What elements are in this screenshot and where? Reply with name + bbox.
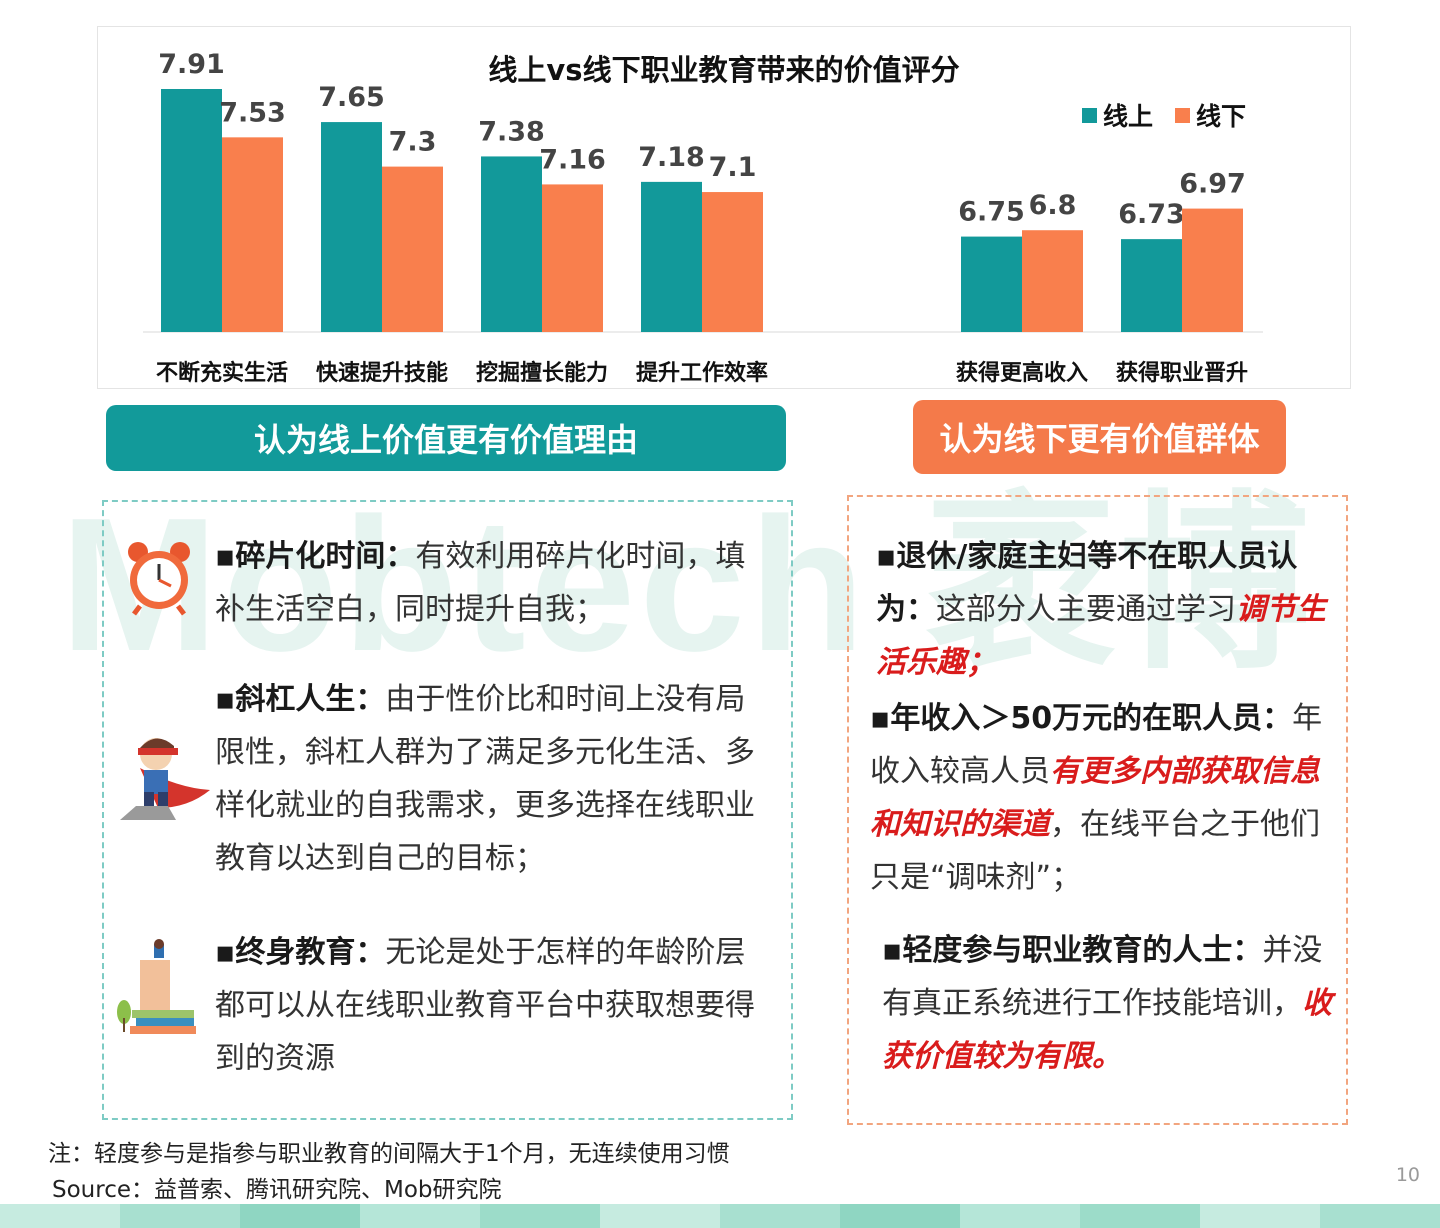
data-label-online-2: 7.38	[478, 116, 545, 147]
data-label-online-0: 7.91	[158, 49, 225, 80]
bar-chart: 7.91 7.53 不断充实生活 7.65 7.3 快速提升技能 7.38 7.16 挖掘擅长能…	[97, 26, 1351, 389]
data-label-online-5: 6.73	[1118, 199, 1185, 230]
data-label-online-3: 7.18	[638, 142, 705, 173]
offline-group-retired: ▪退休/家庭主妇等不在职人员认为：这部分人主要通过学习调节生活乐趣；	[876, 530, 1336, 689]
data-label-offline-0: 7.53	[219, 97, 286, 128]
retired-highlight: 调节生活乐趣；	[876, 592, 1326, 680]
source-text: Source：益普索、腾讯研究院、Mob研究院	[52, 1177, 502, 1203]
category-label-4: 获得更高收入	[956, 360, 1088, 386]
retired-text: 这部分人主要通过学习	[936, 592, 1236, 627]
light-participants-text: 并没有真正系统进行工作技能培训，	[882, 933, 1323, 1021]
high-income-lead: ▪年收入＞50万元的在职人员：	[870, 701, 1293, 736]
legend-label-offline: 线下	[1195, 102, 1246, 131]
slash-life-text: 由于性价比和时间上没有局限性，斜杠人群为了满足多元化生活、多样化就业的自我需求，…	[215, 682, 755, 876]
online-reason-fragmented-time: ▪碎片化时间：有效利用碎片化时间，填补生活空白，同时提升自我；	[215, 530, 765, 636]
fragmented-time-lead: ▪碎片化时间：	[215, 539, 416, 574]
retired-lead: ▪退休/家庭主妇等不在职人员认为：	[876, 539, 1298, 627]
bar-offline-5	[1182, 208, 1243, 332]
fragmented-time-text: 有效利用碎片化时间，填补生活空白，同时提升自我；	[215, 539, 746, 627]
footnote-text: 注：轻度参与是指参与职业教育的间隔大于1个月，无连续使用习惯	[48, 1141, 730, 1167]
bar-offline-3	[702, 192, 763, 332]
superhero-icon	[120, 738, 210, 820]
bar-offline-0	[222, 137, 283, 332]
legend-item-offline: 线下	[1174, 97, 1246, 133]
chart-legend: 线上 线下	[1081, 97, 1246, 133]
bar-online-5	[1121, 239, 1182, 332]
legend-label-online: 线上	[1102, 102, 1153, 131]
data-label-offline-3: 7.1	[709, 152, 757, 183]
data-label-online-1: 7.65	[318, 82, 385, 113]
bar-online-1	[321, 122, 382, 332]
legend-item-online: 线上	[1081, 97, 1153, 133]
category-label-0: 不断充实生活	[156, 360, 288, 386]
category-label-3: 提升工作效率	[636, 360, 768, 386]
online-reasons-header: 认为线上价值更有价值理由	[106, 405, 786, 471]
online-reasons-panel	[102, 500, 793, 1120]
offline-group-high-income: ▪年收入＞50万元的在职人员：年收入较高人员有更多内部获取信息和知识的渠道，在线…	[870, 692, 1330, 904]
bar-online-0	[161, 89, 222, 332]
data-label-offline-5: 6.97	[1179, 169, 1246, 200]
offline-groups-panel	[847, 495, 1348, 1125]
data-label-offline-2: 7.16	[539, 144, 606, 175]
data-label-online-4: 6.75	[958, 197, 1025, 228]
bar-offline-4	[1022, 230, 1083, 332]
category-label-5: 获得职业晋升	[1116, 360, 1248, 386]
offline-group-light-participants: ▪轻度参与职业教育的人士：并没有真正系统进行工作技能培训，收获价值较为有限。	[882, 924, 1340, 1083]
category-label-2: 挖掘擅长能力	[476, 360, 608, 386]
slash-life-lead: ▪斜杠人生：	[215, 682, 386, 717]
chart-title: 线上vs线下职业教育带来的价值评分	[488, 53, 960, 87]
offline-groups-header: 认为线下更有价值群体	[913, 400, 1286, 474]
watermark: Mobtech 袤博	[60, 479, 1314, 691]
books-icon	[117, 939, 196, 1034]
footnote: 注：轻度参与是指参与职业教育的间隔大于1个月，无连续使用习惯 Source：益普…	[48, 1136, 730, 1208]
data-label-offline-4: 6.8	[1029, 190, 1077, 221]
light-participants-lead: ▪轻度参与职业教育的人士：	[882, 933, 1263, 968]
legend-swatch-offline	[1174, 107, 1190, 123]
online-reason-slash-life: ▪斜杠人生：由于性价比和时间上没有局限性，斜杠人群为了满足多元化生活、多样化就业…	[215, 673, 770, 885]
lifelong-education-text: 无论是处于怎样的年龄阶层都可以从在线职业教育平台中获取想要得到的资源	[215, 935, 755, 1076]
category-label-1: 快速提升技能	[316, 360, 448, 386]
bar-offline-1	[382, 166, 443, 332]
bottom-decorative-strip	[0, 1204, 1440, 1228]
bar-online-2	[481, 156, 542, 332]
alarm-clock-icon	[128, 542, 190, 616]
page-number: 10	[1395, 1164, 1420, 1186]
high-income-highlight: 有更多内部获取信息和知识的渠道	[870, 754, 1320, 842]
chart-canvas: 7.91 7.53 不断充实生活 7.657.3 快速提升技能 7.387.16 挖掘擅长能…	[143, 49, 1263, 386]
online-reason-lifelong-education: ▪终身教育：无论是处于怎样的年龄阶层都可以从在线职业教育平台中获取想要得到的资源	[215, 926, 770, 1085]
high-income-text-after: ，在线平台之于他们只是“调味剂”；	[870, 807, 1320, 895]
lifelong-education-lead: ▪终身教育：	[215, 935, 386, 970]
bar-offline-2	[542, 184, 603, 332]
data-label-offline-1: 7.3	[389, 127, 437, 158]
legend-swatch-online	[1081, 107, 1097, 123]
light-participants-highlight: 收获价值较为有限。	[882, 986, 1332, 1074]
bar-online-4	[961, 236, 1022, 332]
bar-online-3	[641, 181, 702, 332]
high-income-text: 年收入较高人员	[870, 701, 1323, 789]
